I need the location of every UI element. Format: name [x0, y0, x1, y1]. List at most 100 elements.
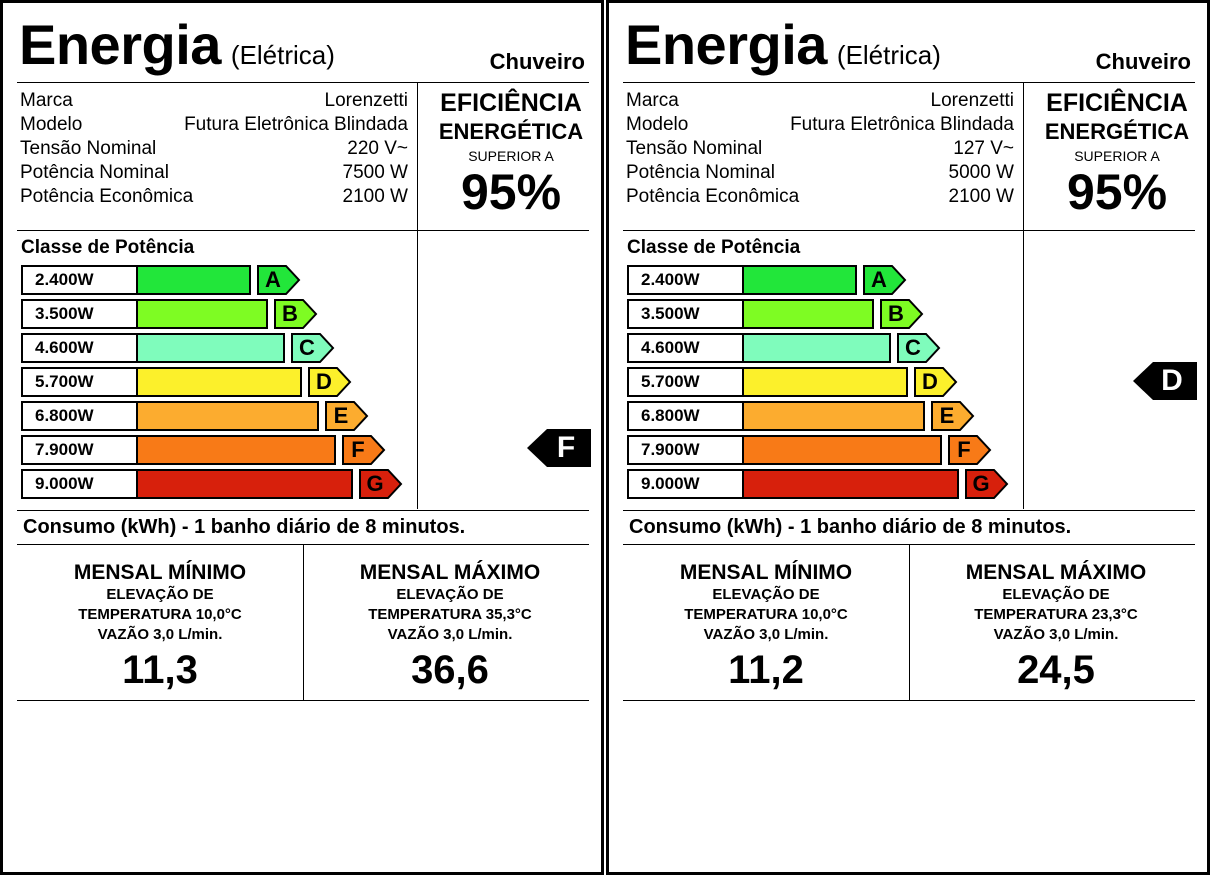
class-letter: D [922, 369, 938, 394]
spec-value: Lorenzetti [324, 90, 408, 111]
power-label: 4.600W [627, 333, 749, 363]
spec-label: Potência Nominal [20, 162, 169, 183]
power-label: 9.000W [21, 469, 143, 499]
label-title: Energia (Elétrica) [625, 17, 941, 73]
monthly-min-value: 11,3 [122, 648, 198, 692]
power-label: 6.800W [21, 401, 143, 431]
class-letter: B [282, 301, 298, 326]
class-bar-e [136, 401, 319, 431]
monthly-max-title: MENSAL MÁXIMO [965, 561, 1147, 584]
selected-class-letter: F [556, 431, 576, 464]
power-label: 9.000W [627, 469, 749, 499]
class-bar-g [136, 469, 353, 499]
spec-row: Modelo Futura Eletrônica Blindada [20, 113, 408, 137]
divider-specs [17, 230, 589, 231]
class-arrow-a [257, 265, 301, 295]
spec-row: Marca Lorenzetti [20, 89, 408, 113]
power-label: 7.900W [21, 435, 143, 465]
class-letter: C [905, 335, 921, 360]
monthly-max-line-2: TEMPERATURA 23,3°C [974, 606, 1138, 623]
divider-header [17, 82, 589, 83]
class-bar-b [136, 299, 268, 329]
selected-class-indicator [527, 429, 591, 467]
consumption-title: Consumo (kWh) - 1 banho diário de 8 minu… [23, 516, 466, 538]
divider-bottom [623, 700, 1195, 701]
monthly-min-line-3: VAZÃO 3,0 L/min. [703, 626, 829, 643]
title-subtitle: (Elétrica) [230, 40, 335, 70]
class-letter: G [366, 471, 384, 496]
class-letter: E [939, 403, 955, 428]
spec-row: Potência Econômica 2100 W [626, 185, 1014, 209]
monthly-max-line-2: TEMPERATURA 35,3°C [368, 606, 532, 623]
product-name: Chuveiro [1095, 49, 1191, 74]
divider-classes [623, 510, 1195, 511]
spec-label: Tensão Nominal [626, 138, 763, 159]
title-energia: Energia [625, 13, 827, 76]
spec-value: 2100 W [948, 186, 1014, 207]
efficiency-superior: SUPERIOR A [1074, 148, 1160, 164]
energy-label-left: Energia (Elétrica) Chuveiro Marca Lorenzetti… [0, 0, 604, 875]
class-arrow-e [325, 401, 369, 431]
spec-label: Potência Econômica [20, 186, 194, 207]
spec-row: Tensão Nominal 220 V~ [20, 137, 408, 161]
monthly-min-line-3: VAZÃO 3,0 L/min. [97, 626, 223, 643]
energy-label-right: Energia (Elétrica) Chuveiro Marca Lorenzetti… [606, 0, 1210, 875]
power-label: 7.900W [627, 435, 749, 465]
class-bar-c [742, 333, 891, 363]
class-letter: C [299, 335, 315, 360]
spec-row: Potência Nominal 5000 W [626, 161, 1014, 185]
class-bar-f [136, 435, 336, 465]
monthly-max-line-3: VAZÃO 3,0 L/min. [387, 626, 513, 643]
class-letter: D [316, 369, 332, 394]
spec-row: Tensão Nominal 127 V~ [626, 137, 1014, 161]
class-letter: E [333, 403, 349, 428]
class-letter: A [871, 267, 887, 292]
divider-vertical-main [417, 83, 418, 509]
title-subtitle: (Elétrica) [836, 40, 941, 70]
power-label: 3.500W [627, 299, 749, 329]
divider-vertical-bottom [303, 545, 304, 701]
class-letter: G [972, 471, 990, 496]
class-arrow-c [897, 333, 941, 363]
class-bar-a [136, 265, 251, 295]
class-bar-g [742, 469, 959, 499]
monthly-min-value: 11,2 [728, 648, 804, 692]
spec-label: Marca [20, 90, 73, 111]
label-title: Energia (Elétrica) [19, 17, 335, 73]
divider-consumo [17, 544, 589, 545]
spec-label: Potência Nominal [626, 162, 775, 183]
class-arrow-b [274, 299, 318, 329]
class-arrow-e [931, 401, 975, 431]
class-bar-f [742, 435, 942, 465]
class-bar-a [742, 265, 857, 295]
class-arrow-f [342, 435, 386, 465]
efficiency-value: 95% [460, 164, 562, 220]
efficiency-title: EFICIÊNCIA [1046, 89, 1188, 117]
power-label: 3.500W [21, 299, 143, 329]
spec-row: Marca Lorenzetti [626, 89, 1014, 113]
class-arrow-g [965, 469, 1009, 499]
class-arrow-g [359, 469, 403, 499]
class-letter: F [351, 437, 365, 462]
monthly-max-line-1: ELEVAÇÃO DE [396, 586, 504, 603]
class-letter: B [888, 301, 904, 326]
spec-label: Potência Econômica [626, 186, 800, 207]
class-bar-d [742, 367, 908, 397]
spec-label: Modelo [626, 114, 689, 135]
efficiency-title: EFICIÊNCIA [440, 89, 582, 117]
monthly-max-title: MENSAL MÁXIMO [359, 561, 541, 584]
power-label: 5.700W [21, 367, 143, 397]
class-arrow-f [948, 435, 992, 465]
monthly-max-value: 24,5 [1017, 648, 1095, 692]
class-arrow-d [914, 367, 958, 397]
monthly-min-title: MENSAL MÍNIMO [73, 561, 247, 584]
class-bar-e [742, 401, 925, 431]
power-label: 5.700W [627, 367, 749, 397]
spec-label: Modelo [20, 114, 83, 135]
spec-row: Potência Econômica 2100 W [20, 185, 408, 209]
divider-vertical-main [1023, 83, 1024, 509]
spec-value: 127 V~ [953, 138, 1014, 159]
divider-vertical-bottom [909, 545, 910, 701]
spec-row: Potência Nominal 7500 W [20, 161, 408, 185]
